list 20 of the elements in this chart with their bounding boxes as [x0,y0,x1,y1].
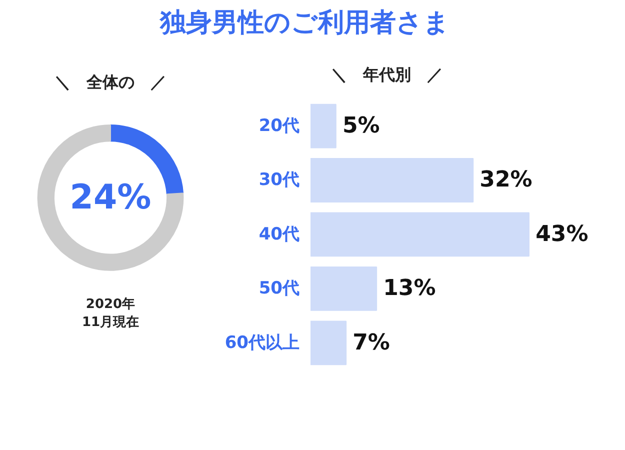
y-tick-label: 60代以上 [224,332,300,353]
y-tick-label: 20代 [258,116,300,136]
y-tick-label: 40代 [258,224,300,244]
bar [310,212,530,257]
data-label: 13% [383,276,436,302]
bar [310,104,336,148]
chart-subtitle: ＼ 全体の ／ [54,72,166,92]
text: 独身男性のご利用者さま [160,7,450,40]
data-label: 5% [342,114,380,139]
text: 2020年 11月現在 [82,296,140,330]
data-label: 7% [352,330,390,356]
bar [310,320,347,366]
bar [310,266,378,311]
y-tick-label: 30代 [258,170,300,190]
data-label: 24% [70,178,152,218]
data-label: 43% [536,222,588,247]
y-tick-label: 50代 [258,278,300,299]
chart-title: ＼ 年代別 ／ [330,64,443,84]
bar [310,158,474,202]
data-label: 32% [480,168,532,193]
